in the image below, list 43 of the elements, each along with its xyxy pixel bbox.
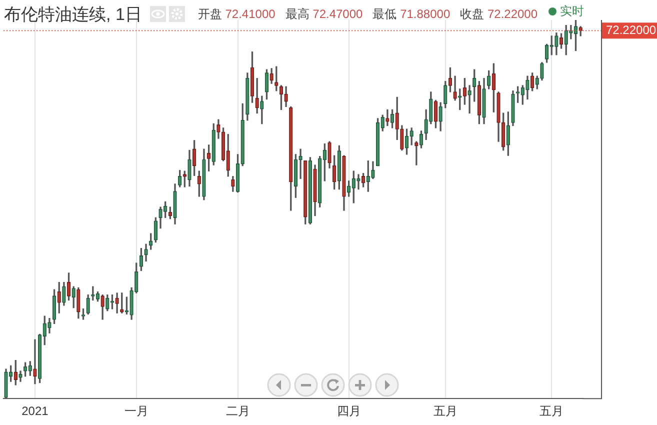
candlestick (530, 72, 534, 92)
candlestick (66, 272, 71, 300)
candlestick (279, 85, 284, 110)
annotation: 最高 72.47000 (285, 7, 363, 21)
candlestick (264, 69, 269, 100)
candlestick (559, 33, 564, 49)
candlestick (404, 128, 409, 155)
candlestick (81, 308, 86, 320)
candlestick (52, 289, 56, 324)
candlestick (477, 81, 482, 124)
candlestick (390, 109, 394, 128)
candlestick (516, 86, 520, 103)
candlestick (434, 100, 438, 128)
annotation: 最低 71.88000 (372, 7, 450, 21)
text: 72.22000 (606, 22, 656, 37)
x-tick-label: 二月 (226, 404, 250, 418)
candlestick (294, 154, 298, 198)
candlestick (386, 109, 390, 126)
candlestick (96, 292, 100, 302)
candlestick (192, 140, 196, 176)
candlestick (206, 144, 211, 172)
text: 实时 (560, 3, 584, 20)
annotation: 收盘 72.22000 (460, 7, 538, 21)
x-tick-label: 四月 (336, 404, 361, 418)
candlestick (361, 173, 366, 188)
x-tick-label: 一月 (124, 404, 148, 418)
candlestick (250, 51, 254, 103)
candlestick (139, 248, 144, 271)
candlestick (544, 44, 549, 63)
x-tick-label: 五月 (433, 404, 458, 418)
candlestick (308, 157, 312, 224)
candlestick (110, 294, 114, 310)
annotation: 开盘 72.41000 (198, 7, 276, 21)
candlestick (462, 78, 467, 105)
x-tick-label: 2021 (22, 404, 49, 418)
candlestick (419, 130, 424, 148)
chart-title: 布伦特油连续, 1日 (4, 4, 142, 26)
candlestick (376, 118, 380, 166)
candlestick (574, 20, 578, 51)
candlestick (356, 174, 360, 190)
candlestick (33, 339, 37, 384)
candlestick (448, 67, 452, 92)
x-tick-label: 五月 (540, 404, 564, 418)
